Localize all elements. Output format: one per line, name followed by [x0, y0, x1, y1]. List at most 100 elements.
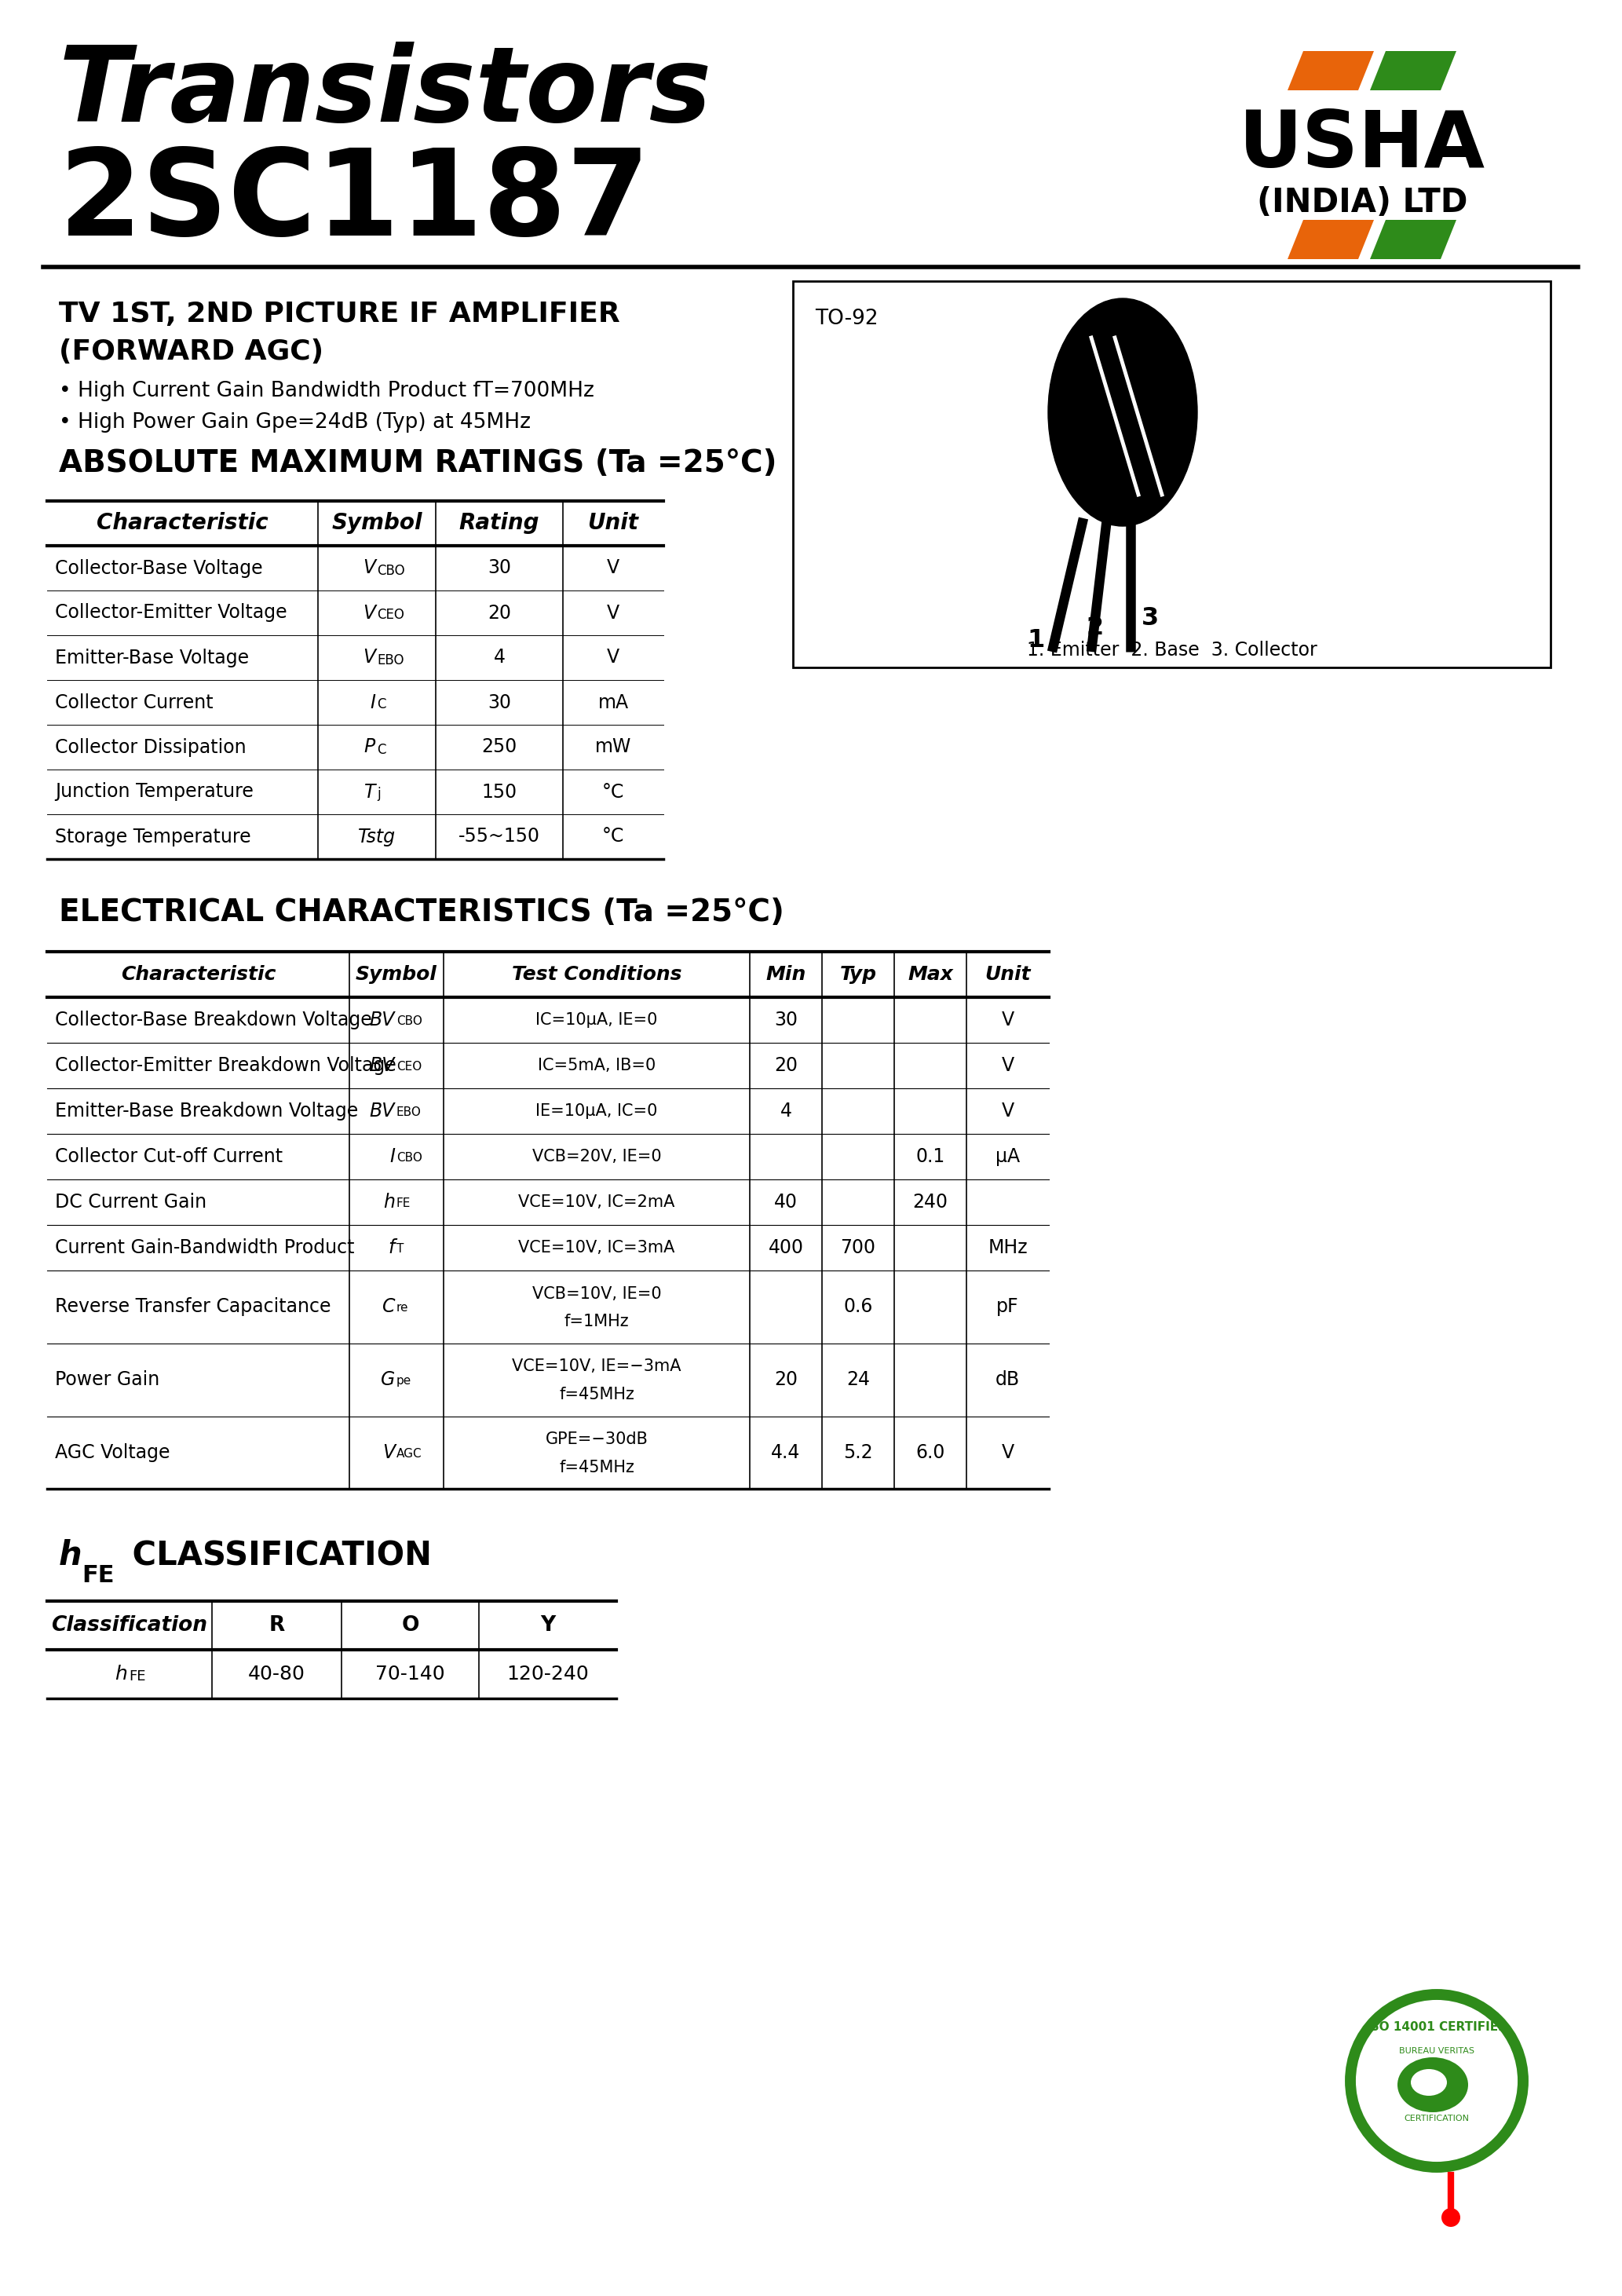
- Text: Emitter-Base Breakdown Voltage: Emitter-Base Breakdown Voltage: [55, 1102, 358, 1120]
- Text: mW: mW: [595, 737, 631, 758]
- Text: 20: 20: [774, 1371, 798, 1389]
- Text: I: I: [389, 1148, 394, 1166]
- Text: 4: 4: [493, 647, 504, 668]
- Text: 1: 1: [1028, 627, 1045, 652]
- Text: h: h: [115, 1665, 127, 1683]
- Text: Collector-Base Breakdown Voltage: Collector-Base Breakdown Voltage: [55, 1010, 371, 1029]
- Text: CEO: CEO: [376, 608, 404, 622]
- Text: USHA: USHA: [1239, 108, 1486, 184]
- Text: C: C: [376, 698, 386, 712]
- Text: dB: dB: [996, 1371, 1020, 1389]
- Text: V: V: [363, 604, 375, 622]
- Text: C: C: [381, 1297, 394, 1316]
- Text: Junction Temperature: Junction Temperature: [55, 783, 253, 801]
- Circle shape: [1442, 2209, 1460, 2227]
- Text: 5.2: 5.2: [843, 1444, 873, 1463]
- Text: 0.6: 0.6: [843, 1297, 873, 1316]
- Text: TV 1ST, 2ND PICTURE IF AMPLIFIER: TV 1ST, 2ND PICTURE IF AMPLIFIER: [58, 301, 620, 328]
- Text: h: h: [383, 1192, 394, 1212]
- Text: Collector-Emitter Voltage: Collector-Emitter Voltage: [55, 604, 287, 622]
- Text: Collector Dissipation: Collector Dissipation: [55, 737, 247, 758]
- Text: GPE=−30dB: GPE=−30dB: [545, 1433, 649, 1446]
- Text: f: f: [388, 1238, 394, 1258]
- Text: CERTIFICATION: CERTIFICATION: [1405, 2115, 1470, 2122]
- Text: f=45MHz: f=45MHz: [560, 1460, 634, 1474]
- Text: • High Current Gain Bandwidth Product fT=700MHz: • High Current Gain Bandwidth Product fT…: [58, 381, 594, 402]
- Text: O: O: [401, 1616, 418, 1637]
- Text: mA: mA: [599, 693, 628, 712]
- Text: V: V: [1001, 1056, 1014, 1075]
- Text: h: h: [58, 1538, 83, 1573]
- Text: Unit: Unit: [985, 964, 1030, 985]
- Text: BV: BV: [370, 1056, 394, 1075]
- Text: 40: 40: [774, 1192, 798, 1212]
- Text: VCE=10V, IC=2mA: VCE=10V, IC=2mA: [519, 1194, 675, 1210]
- Text: VCB=10V, IE=0: VCB=10V, IE=0: [532, 1286, 662, 1302]
- Text: CBO: CBO: [396, 1015, 422, 1026]
- Text: Current Gain-Bandwidth Product: Current Gain-Bandwidth Product: [55, 1238, 355, 1258]
- Text: AGC Voltage: AGC Voltage: [55, 1444, 170, 1463]
- Text: °C: °C: [602, 783, 624, 801]
- Text: FE: FE: [396, 1199, 410, 1210]
- Text: ISO 14001 CERTIFIED: ISO 14001 CERTIFIED: [1366, 2020, 1508, 2034]
- Text: Y: Y: [540, 1616, 555, 1637]
- Text: Collector Cut-off Current: Collector Cut-off Current: [55, 1148, 282, 1166]
- Text: CLASSIFICATION: CLASSIFICATION: [122, 1538, 431, 1573]
- Text: R: R: [269, 1616, 285, 1637]
- Text: T: T: [363, 783, 375, 801]
- Text: MHz: MHz: [988, 1238, 1028, 1258]
- Text: ABSOLUTE MAXIMUM RATINGS (Ta =25°C): ABSOLUTE MAXIMUM RATINGS (Ta =25°C): [58, 448, 777, 478]
- Text: 150: 150: [482, 783, 517, 801]
- Text: j: j: [376, 788, 381, 801]
- Text: V: V: [607, 604, 620, 622]
- Text: pe: pe: [396, 1375, 412, 1387]
- Text: 250: 250: [482, 737, 517, 758]
- Text: T: T: [396, 1242, 404, 1256]
- Text: re: re: [396, 1302, 409, 1313]
- Text: Collector Current: Collector Current: [55, 693, 212, 712]
- Text: CBO: CBO: [376, 563, 406, 579]
- Ellipse shape: [1048, 298, 1197, 526]
- Text: FE: FE: [128, 1669, 146, 1683]
- Ellipse shape: [1398, 2057, 1468, 2112]
- Text: EBO: EBO: [376, 652, 404, 668]
- Text: Transistors: Transistors: [58, 41, 712, 145]
- Text: 0.1: 0.1: [916, 1148, 946, 1166]
- Text: 24: 24: [847, 1371, 869, 1389]
- Text: • High Power Gain Gpe=24dB (Typ) at 45MHz: • High Power Gain Gpe=24dB (Typ) at 45MH…: [58, 413, 530, 432]
- Text: Test Conditions: Test Conditions: [511, 964, 681, 985]
- Text: 2: 2: [1087, 615, 1105, 641]
- Text: f=45MHz: f=45MHz: [560, 1387, 634, 1403]
- Text: 4: 4: [780, 1102, 792, 1120]
- Text: 700: 700: [840, 1238, 876, 1258]
- Text: 70-140: 70-140: [375, 1665, 444, 1683]
- Text: IC=5mA, IB=0: IC=5mA, IB=0: [537, 1058, 655, 1075]
- Text: 240: 240: [913, 1192, 947, 1212]
- Text: FE: FE: [81, 1564, 114, 1587]
- Text: 3: 3: [1142, 606, 1158, 631]
- Text: EBO: EBO: [396, 1107, 422, 1118]
- Text: Max: Max: [908, 964, 954, 985]
- Text: Power Gain: Power Gain: [55, 1371, 159, 1389]
- Text: I: I: [370, 693, 375, 712]
- Text: DC Current Gain: DC Current Gain: [55, 1192, 206, 1212]
- Text: f=1MHz: f=1MHz: [564, 1313, 629, 1329]
- Text: IC=10μA, IE=0: IC=10μA, IE=0: [535, 1013, 657, 1029]
- Text: 1. Emitter  2. Base  3. Collector: 1. Emitter 2. Base 3. Collector: [1027, 641, 1317, 659]
- Text: Characteristic: Characteristic: [97, 512, 268, 535]
- Text: V: V: [607, 647, 620, 668]
- Text: Reverse Transfer Capacitance: Reverse Transfer Capacitance: [55, 1297, 331, 1316]
- Polygon shape: [1288, 51, 1374, 90]
- Text: CEO: CEO: [396, 1061, 422, 1072]
- Text: Symbol: Symbol: [355, 964, 438, 985]
- Text: VCB=20V, IE=0: VCB=20V, IE=0: [532, 1148, 662, 1164]
- Text: 2SC1187: 2SC1187: [58, 145, 650, 262]
- Text: V: V: [1001, 1010, 1014, 1029]
- Polygon shape: [1371, 51, 1457, 90]
- Text: IE=10μA, IC=0: IE=10μA, IC=0: [535, 1104, 657, 1118]
- Text: Min: Min: [766, 964, 806, 985]
- Text: G: G: [381, 1371, 394, 1389]
- Polygon shape: [1288, 220, 1374, 259]
- Ellipse shape: [1411, 2069, 1447, 2096]
- Text: Classification: Classification: [52, 1616, 208, 1637]
